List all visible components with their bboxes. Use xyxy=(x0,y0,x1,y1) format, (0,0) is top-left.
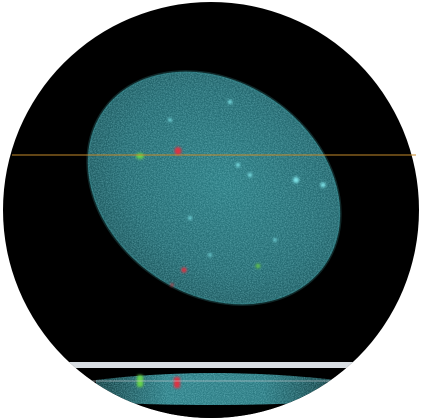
red-signal xyxy=(181,267,186,272)
orthogonal-band-texture xyxy=(96,373,336,405)
orthogonal-view xyxy=(0,362,422,419)
speckle xyxy=(228,100,232,104)
red-signal xyxy=(175,147,182,155)
speckle xyxy=(168,118,172,122)
speckle xyxy=(236,163,240,167)
speckle xyxy=(208,253,211,256)
orthogonal-divider xyxy=(0,362,422,368)
speckle xyxy=(273,238,276,241)
speckle xyxy=(321,183,326,188)
speckle xyxy=(188,216,192,220)
red-signal xyxy=(170,283,173,286)
orthogonal-red-signal xyxy=(174,377,180,388)
speckle xyxy=(248,173,252,177)
green-signal xyxy=(256,264,261,269)
green-signal xyxy=(136,153,144,159)
speckle xyxy=(293,177,299,183)
